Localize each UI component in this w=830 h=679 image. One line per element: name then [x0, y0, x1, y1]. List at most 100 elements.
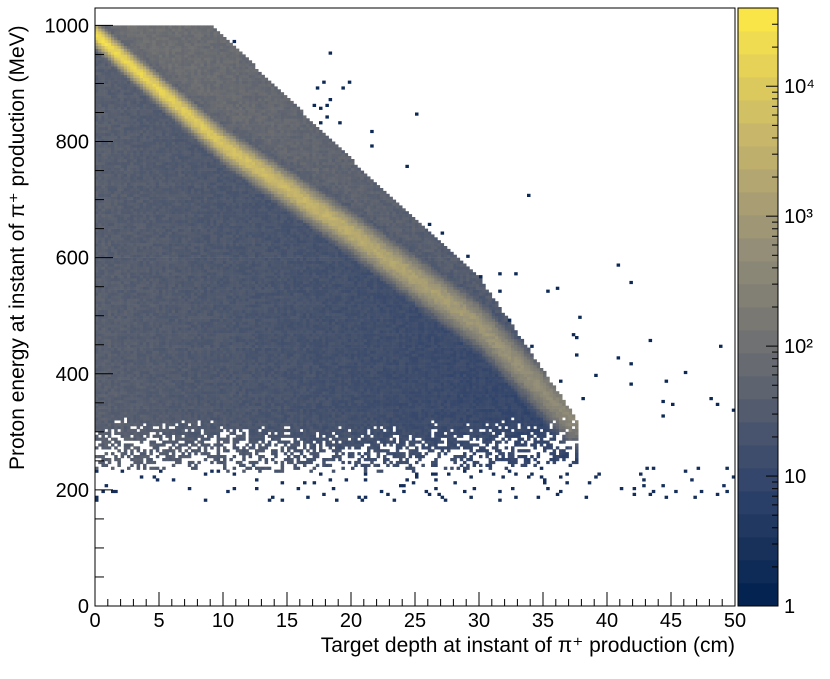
heatmap-cell	[162, 452, 166, 455]
heatmap-cell	[101, 92, 105, 95]
heatmap-cell	[175, 150, 179, 153]
heatmap-cell	[140, 72, 144, 75]
heatmap-cell	[101, 194, 105, 197]
heatmap-cell	[124, 98, 128, 101]
heatmap-cell	[191, 176, 195, 179]
heatmap-cell	[111, 46, 115, 49]
heatmap-cell	[191, 359, 195, 362]
heatmap-cell	[191, 380, 195, 383]
heatmap-cell	[137, 200, 141, 203]
heatmap-cell	[204, 438, 208, 441]
heatmap-cell	[169, 127, 173, 130]
heatmap-cell	[194, 52, 198, 55]
heatmap-cell	[156, 414, 160, 417]
heatmap-cell	[140, 356, 144, 359]
heatmap-cell	[101, 324, 105, 327]
heatmap-cell	[111, 365, 115, 368]
heatmap-cell	[127, 110, 131, 113]
heatmap-cell	[188, 397, 192, 400]
heatmap-cell	[143, 455, 147, 458]
heatmap-cell	[114, 490, 118, 493]
heatmap-cell	[114, 336, 118, 339]
heatmap-cell	[124, 78, 128, 81]
heatmap-cell	[121, 374, 125, 377]
heatmap-cell	[175, 336, 179, 339]
heatmap-cell	[194, 324, 198, 327]
heatmap-cell	[165, 391, 169, 394]
heatmap-cell	[169, 301, 173, 304]
heatmap-cell	[95, 467, 99, 470]
heatmap-cell	[159, 34, 163, 37]
heatmap-cell	[108, 217, 112, 220]
heatmap-cell	[185, 388, 189, 391]
heatmap-cell	[191, 269, 195, 272]
heatmap-cell	[159, 287, 163, 290]
heatmap-cell	[124, 443, 128, 446]
heatmap-cell	[197, 246, 201, 249]
heatmap-cell	[121, 220, 125, 223]
heatmap-cell	[140, 31, 144, 34]
heatmap-cell	[146, 368, 150, 371]
heatmap-cell	[98, 374, 102, 377]
heatmap-cell	[130, 205, 134, 208]
heatmap-cell	[172, 84, 176, 87]
heatmap-cell	[101, 461, 105, 464]
heatmap-cell	[169, 246, 173, 249]
heatmap-cell	[101, 115, 105, 118]
heatmap-cell	[159, 388, 163, 391]
heatmap-cell	[185, 144, 189, 147]
heatmap-cell	[188, 313, 192, 316]
heatmap-cell	[137, 380, 141, 383]
heatmap-cell	[143, 150, 147, 153]
heatmap-cell	[130, 327, 134, 330]
heatmap-cell	[201, 301, 205, 304]
heatmap-cell	[124, 400, 128, 403]
heatmap-cell	[172, 98, 176, 101]
heatmap-cell	[121, 345, 125, 348]
heatmap-cell	[181, 217, 185, 220]
heatmap-cell	[185, 147, 189, 150]
heatmap-cell	[153, 258, 157, 261]
heatmap-cell	[153, 49, 157, 52]
heatmap-cell	[201, 403, 205, 406]
heatmap-cell	[204, 499, 208, 502]
heatmap-cell	[169, 46, 173, 49]
heatmap-cell	[197, 159, 201, 162]
heatmap-cell	[121, 72, 125, 75]
heatmap-cell	[181, 293, 185, 296]
heatmap-cell	[149, 205, 153, 208]
heatmap-cell	[101, 174, 105, 177]
heatmap-cell	[194, 284, 198, 287]
heatmap-cell	[143, 374, 147, 377]
heatmap-cell	[121, 452, 125, 455]
heatmap-cell	[185, 176, 189, 179]
heatmap-cell	[153, 144, 157, 147]
heatmap-cell	[143, 429, 147, 432]
heatmap-cell	[127, 203, 131, 206]
heatmap-cell	[140, 458, 144, 461]
heatmap-cell	[114, 174, 118, 177]
heatmap-cell	[133, 113, 137, 116]
heatmap-cell	[121, 110, 125, 113]
heatmap-cell	[181, 391, 185, 394]
heatmap-cell	[95, 150, 99, 153]
heatmap-cell	[169, 327, 173, 330]
heatmap-cell	[133, 313, 137, 316]
heatmap-cell	[153, 130, 157, 133]
heatmap-cell	[159, 194, 163, 197]
heatmap-cell	[201, 217, 205, 220]
heatmap-cell	[108, 327, 112, 330]
heatmap-cell	[188, 417, 192, 420]
heatmap-cell	[137, 176, 141, 179]
heatmap-cell	[169, 124, 173, 127]
heatmap-cell	[197, 188, 201, 191]
heatmap-cell	[159, 208, 163, 211]
heatmap-cell	[105, 84, 109, 87]
heatmap-cell	[95, 293, 99, 296]
heatmap-cell	[181, 34, 185, 37]
heatmap-cell	[130, 412, 134, 415]
heatmap-cell	[140, 203, 144, 206]
heatmap-cell	[127, 278, 131, 281]
heatmap-cell	[137, 258, 141, 261]
heatmap-cell	[175, 362, 179, 365]
